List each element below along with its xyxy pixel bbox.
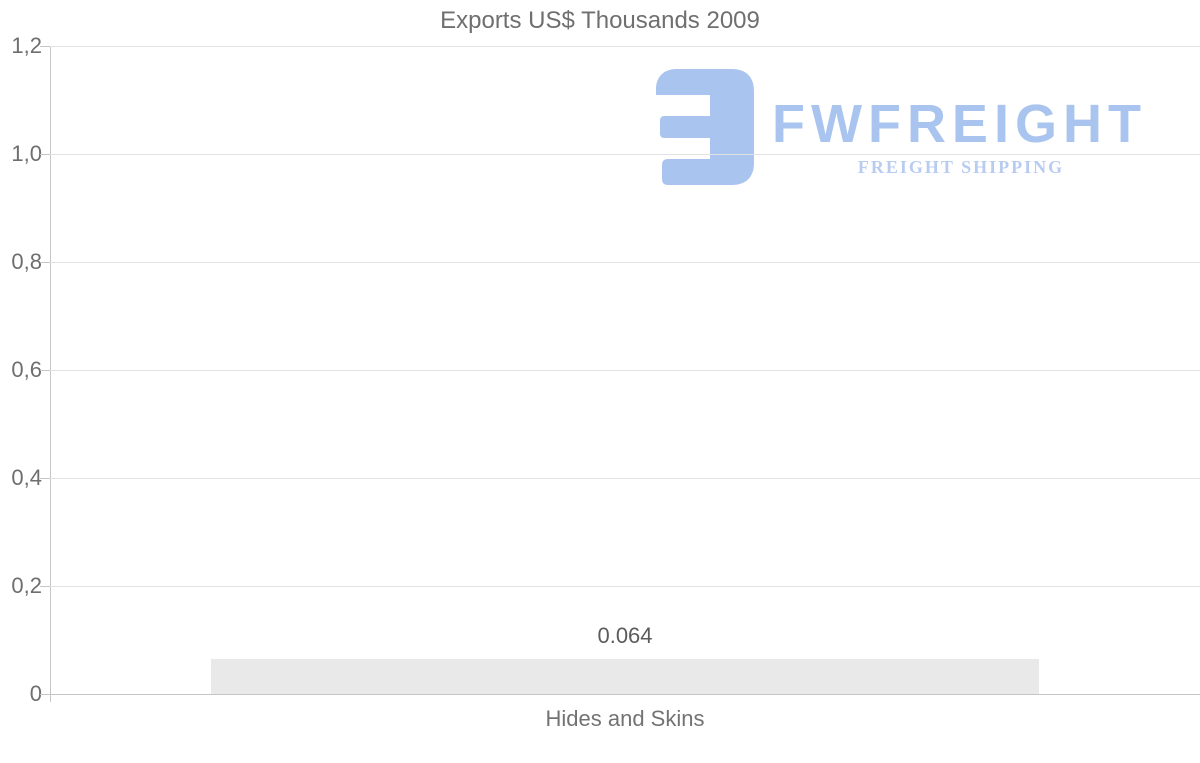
- y-axis-line: [50, 46, 51, 702]
- gridline: [50, 478, 1200, 479]
- y-axis-tick-label: 0: [29, 681, 42, 706]
- gridline: [50, 262, 1200, 263]
- x-axis-baseline: [50, 694, 1200, 695]
- chart-title: Exports US$ Thousands 2009: [440, 7, 760, 34]
- watermark-tagline: FREIGHT SHIPPING: [857, 157, 1065, 177]
- plot-area: 0.064 Hides and Skins: [40, 46, 1200, 731]
- y-axis-tick: [40, 694, 50, 695]
- y-axis-tick-label: 0,2: [11, 573, 42, 598]
- y-axis-tick-label: 1,2: [11, 33, 42, 58]
- bar-hides-and-skins[interactable]: 0.064: [211, 623, 1039, 694]
- x-axis-category-label: Hides and Skins: [545, 706, 705, 731]
- gridline: [50, 46, 1200, 47]
- y-axis-tick: [40, 586, 50, 587]
- gridline: [50, 370, 1200, 371]
- y-axis-tick: [40, 262, 50, 263]
- y-axis-tick-label: 0,8: [11, 249, 42, 274]
- watermark: FWFREIGHT FREIGHT SHIPPING: [649, 69, 1159, 189]
- gridline: [50, 154, 1200, 155]
- watermark-brand: FWFREIGHT: [772, 94, 1147, 154]
- y-axis-tick: [40, 478, 50, 479]
- y-axis: 1,2 1,0 0,8 0,6 0,4 0,2 0: [0, 33, 42, 706]
- gridline: [50, 586, 1200, 587]
- y-axis-tick: [40, 46, 50, 47]
- y-axis-tick-label: 0,4: [11, 465, 42, 490]
- y-axis-tick: [40, 154, 50, 155]
- fwfreight-logo-icon: [656, 69, 754, 185]
- logo-mark-shape: [656, 69, 754, 185]
- watermark-text: FWFREIGHT FREIGHT SHIPPING: [772, 97, 1150, 178]
- y-axis-tick: [40, 370, 50, 371]
- y-axis-tick-label: 0,6: [11, 357, 42, 382]
- y-axis-tick-label: 1,0: [11, 141, 42, 166]
- bar-value-label: 0.064: [597, 623, 653, 649]
